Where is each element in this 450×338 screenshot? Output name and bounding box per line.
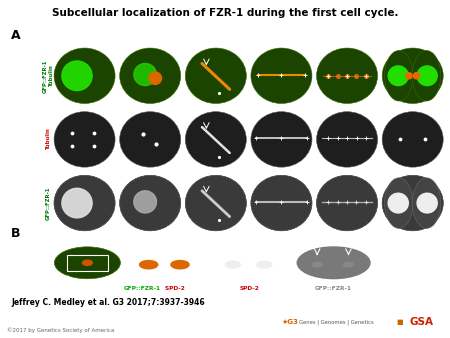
Text: Tubulin: Tubulin bbox=[46, 128, 51, 150]
Text: SPD-2: SPD-2 bbox=[239, 286, 259, 291]
Ellipse shape bbox=[385, 178, 413, 228]
Ellipse shape bbox=[251, 175, 312, 231]
Ellipse shape bbox=[120, 112, 181, 167]
Ellipse shape bbox=[251, 175, 312, 231]
Text: Jeffrey C. Medley et al. G3 2017;7:3937-3946: Jeffrey C. Medley et al. G3 2017;7:3937-… bbox=[11, 298, 205, 307]
Circle shape bbox=[388, 193, 408, 213]
Circle shape bbox=[257, 261, 272, 268]
Text: ©2017 by Genetics Society of America: ©2017 by Genetics Society of America bbox=[7, 327, 114, 333]
Circle shape bbox=[417, 193, 437, 213]
Ellipse shape bbox=[297, 246, 371, 279]
Circle shape bbox=[312, 262, 322, 267]
Circle shape bbox=[134, 64, 157, 86]
Circle shape bbox=[413, 73, 419, 79]
Ellipse shape bbox=[185, 175, 246, 231]
Text: B: B bbox=[11, 227, 21, 240]
Ellipse shape bbox=[382, 175, 443, 231]
Text: A: A bbox=[11, 29, 21, 42]
Ellipse shape bbox=[120, 175, 181, 231]
Ellipse shape bbox=[382, 175, 443, 231]
Text: GFP::FZR-1: GFP::FZR-1 bbox=[123, 286, 161, 291]
Ellipse shape bbox=[316, 48, 378, 103]
Ellipse shape bbox=[54, 175, 115, 231]
Ellipse shape bbox=[120, 48, 181, 103]
Circle shape bbox=[149, 72, 162, 84]
Ellipse shape bbox=[316, 175, 378, 231]
Text: GSA: GSA bbox=[410, 317, 433, 327]
Ellipse shape bbox=[54, 48, 115, 103]
Ellipse shape bbox=[385, 50, 413, 101]
Text: SPD-2: SPD-2 bbox=[163, 286, 185, 291]
Ellipse shape bbox=[382, 48, 443, 103]
Ellipse shape bbox=[120, 175, 181, 231]
Circle shape bbox=[140, 261, 158, 269]
Ellipse shape bbox=[185, 48, 246, 103]
Circle shape bbox=[82, 260, 92, 265]
Ellipse shape bbox=[185, 112, 246, 167]
Text: Genes | Genomes | Genetics: Genes | Genomes | Genetics bbox=[299, 319, 374, 324]
Circle shape bbox=[134, 191, 157, 213]
Circle shape bbox=[171, 261, 189, 269]
Bar bbox=[67, 255, 108, 271]
Circle shape bbox=[388, 66, 408, 86]
Circle shape bbox=[62, 188, 92, 218]
Text: GFP::FZR-1
Tubulin: GFP::FZR-1 Tubulin bbox=[43, 59, 54, 93]
Circle shape bbox=[62, 61, 92, 91]
Ellipse shape bbox=[54, 112, 115, 167]
Ellipse shape bbox=[316, 112, 378, 167]
Ellipse shape bbox=[382, 112, 443, 167]
Ellipse shape bbox=[412, 178, 441, 228]
Circle shape bbox=[406, 73, 412, 79]
Text: Subcellular localization of FZR-1 during the first cell cycle.: Subcellular localization of FZR-1 during… bbox=[52, 8, 398, 19]
Ellipse shape bbox=[54, 175, 115, 231]
Text: ★G3: ★G3 bbox=[281, 319, 298, 325]
Text: ■: ■ bbox=[396, 319, 403, 325]
Ellipse shape bbox=[185, 175, 246, 231]
Ellipse shape bbox=[412, 50, 441, 101]
Text: GFP::FZR-1: GFP::FZR-1 bbox=[46, 186, 51, 220]
Circle shape bbox=[343, 262, 353, 267]
Ellipse shape bbox=[316, 175, 378, 231]
Text: GFP::FZR-1: GFP::FZR-1 bbox=[315, 286, 352, 291]
Ellipse shape bbox=[54, 247, 121, 279]
Ellipse shape bbox=[251, 48, 312, 103]
Circle shape bbox=[225, 261, 240, 268]
Circle shape bbox=[417, 66, 437, 86]
Ellipse shape bbox=[251, 112, 312, 167]
